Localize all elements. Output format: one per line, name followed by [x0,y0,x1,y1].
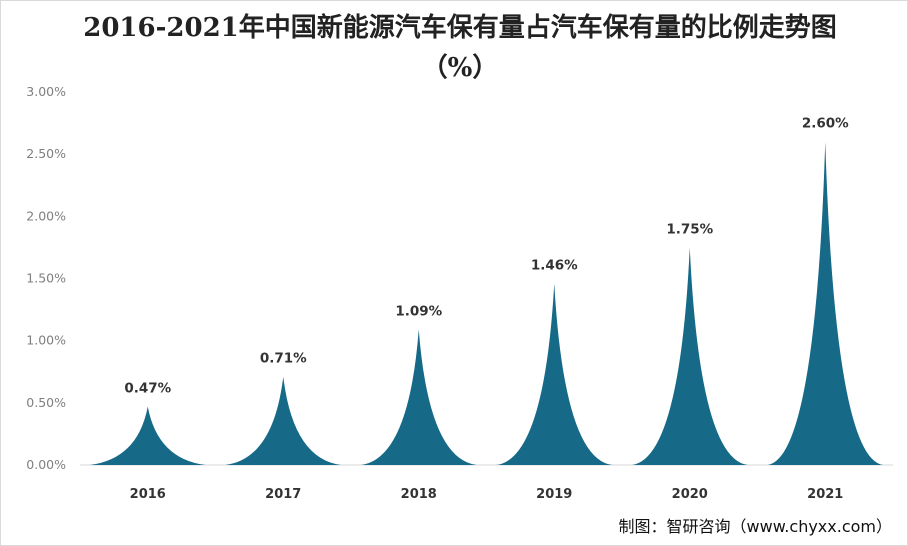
source-credit: 制图：智研咨询（www.chyxx.com） [618,517,892,536]
bar-2021 [767,141,884,465]
x-tick-label-2018: 2018 [401,487,437,502]
y-tick-label: 1.50% [26,271,66,286]
y-tick-label: 0.00% [26,457,66,472]
data-label-2017: 0.71% [260,351,307,367]
bar-2019 [496,283,613,465]
y-tick-label: 2.00% [26,208,66,223]
x-tick-label-2016: 2016 [130,487,166,502]
bar-2020 [631,247,748,465]
bar-2018 [360,329,477,465]
x-tick-label-2017: 2017 [265,487,301,502]
y-tick-label: 2.50% [26,146,66,161]
data-label-2019: 1.46% [531,257,578,273]
x-tick-label-2019: 2019 [536,487,572,502]
bar-2017 [225,376,342,465]
y-tick-label: 1.00% [26,333,66,348]
data-label-2018: 1.09% [395,303,442,319]
x-tick-label-2020: 2020 [672,487,708,502]
y-tick-label: 3.00% [26,84,66,99]
x-tick-label-2021: 2021 [807,487,843,502]
data-label-2021: 2.60% [802,116,849,132]
y-tick-label: 0.50% [26,395,66,410]
data-label-2016: 0.47% [124,381,171,397]
data-label-2020: 1.75% [666,221,713,237]
bar-2016 [89,406,206,465]
chart-title: 2016-2021年中国新能源汽车保有量占汽车保有量的比例走势图（%） [83,13,837,83]
